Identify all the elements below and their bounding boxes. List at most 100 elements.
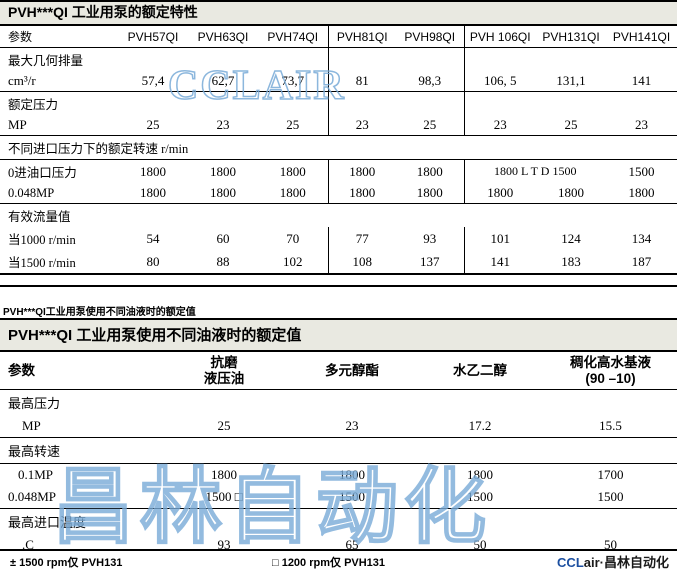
table-row: 0进油口压力 1800 1800 1800 1800 1800 1800 L T… <box>0 159 677 184</box>
row-unit-max-inlet-temp: .C <box>22 537 34 553</box>
cell-value: 1800 <box>463 183 536 205</box>
cell-value: 101 <box>463 227 536 251</box>
table-row: MP 25 23 25 23 25 23 25 23 <box>0 115 677 137</box>
cell-value: 25 <box>258 115 328 137</box>
cell-value: 54 <box>146 230 160 246</box>
bottom-table-title: PVH***QI 工业用泵使用不同油液时的额定值 <box>0 318 677 352</box>
row-label-inlet-0: 0进油口压力 <box>8 166 77 181</box>
cell-value: 73,7 <box>258 71 328 93</box>
row-label-max-pressure: 最高压力 <box>8 396 61 412</box>
top-table-title: PVH***QI 工业用泵的额定特性 <box>0 0 677 27</box>
cell-value: 65 <box>345 537 359 553</box>
row-label-01mp: 0.1MP <box>18 467 54 483</box>
table-row: 最高转速 <box>0 437 677 465</box>
header-model-7: PVH141QI <box>606 26 677 49</box>
cell-value: 23 <box>463 115 536 137</box>
cell-value: 1800 <box>327 159 396 184</box>
header-model-2: PVH74QI <box>258 26 328 49</box>
cell-value: 17.2 <box>416 415 544 439</box>
cell-value: 1800 <box>258 183 328 205</box>
footer-divider <box>0 549 677 551</box>
header-line1: 多元醇酯 <box>325 362 379 378</box>
row-label-inlet-0048: 0.048MP <box>0 183 118 205</box>
header-fluid-2: 水乙二醇 <box>416 352 544 391</box>
cell-value: 1800 <box>396 183 464 205</box>
ratings-table: 参数 PVH57QI PVH63QI PVH74QI PVH81QI PVH98… <box>0 26 677 276</box>
table-row: 0.048MP 1500 □ 1500 1500 1500 <box>0 486 677 510</box>
footnote-middle: □ 1200 rpm仅 PVH131 <box>272 557 386 569</box>
cell-value: 60 <box>216 230 230 246</box>
top-table-block: PVH***QI 工业用泵的额定特性 参数 PVH57QI PVH63QI PV… <box>0 0 677 276</box>
cell-value: 183 <box>536 250 606 276</box>
row-label-displacement: 最大几何排量 <box>8 54 84 69</box>
row-label-flow-1000: 当1000 r/min <box>8 233 76 248</box>
cell-value: 25 <box>160 415 288 439</box>
cell-value: 1800 <box>606 183 677 205</box>
row-unit-max-pressure: MP <box>0 415 160 439</box>
cell-value: 25 <box>536 115 606 137</box>
fluid-ratings-table: 参数 抗磨 液压油 多元醇酯 水乙二醇 稠化高水基液 (90 –10) 最高 <box>0 352 677 556</box>
cell-value: 81 <box>327 71 396 93</box>
cell-value: 80 <box>118 250 188 276</box>
table-row: 当1000 r/min 54 60 70 77 93 101 124 134 <box>0 227 677 251</box>
header-line2: (90 –10) <box>585 370 636 386</box>
cell-value: 25 <box>118 115 188 137</box>
table-row: 0.1MP 1800 1800 1800 1700 <box>0 464 677 487</box>
cell-value: 23 <box>188 115 258 137</box>
cell-value: 1500 <box>544 486 677 510</box>
table-row: 额定压力 <box>0 91 677 116</box>
cell-value: 77 <box>327 227 396 251</box>
cell-value: 1800 <box>536 183 606 205</box>
header-model-1: PVH63QI <box>188 26 258 49</box>
cell-value: 1700 <box>597 467 624 483</box>
mid-caption: PVH***QI工业用泵使用不同油液时的额定值 <box>3 307 196 318</box>
cell-value: 187 <box>606 250 677 276</box>
cell-value: 23 <box>606 115 677 137</box>
header-model-6: PVH131QI <box>536 26 606 49</box>
cell-value: 1800 L T D 1500 <box>463 159 606 184</box>
cell-value: 15.5 <box>544 415 677 439</box>
header-param: 参数 <box>0 352 160 391</box>
header-line2: 液压油 <box>203 370 245 386</box>
cell-value: 124 <box>561 230 581 246</box>
cell-value: 23 <box>288 415 416 439</box>
cell-value: 141 <box>463 250 536 276</box>
table-row: 当1500 r/min 80 88 102 108 137 141 183 18… <box>0 250 677 276</box>
cell-value: 1800 <box>416 163 443 179</box>
cell-value: 1500 □ <box>160 486 288 510</box>
cell-value: 62,7 <box>188 71 258 93</box>
table-row: 最大几何排量 <box>0 47 677 72</box>
cell-value: 1800 <box>327 183 396 205</box>
header-model-0: PVH57QI <box>118 26 188 49</box>
header-fluid-1: 多元醇酯 <box>288 352 416 391</box>
header-model-5: PVH 106QI <box>463 26 536 49</box>
table-row: 不同进口压力下的额定转速 r/min <box>0 135 677 161</box>
header-fluid-3: 稠化高水基液 (90 –10) <box>544 352 677 391</box>
cell-value: 1500 <box>628 163 655 179</box>
table-row: 有效流量值 <box>0 204 677 228</box>
cell-value: 134 <box>631 230 652 246</box>
table-row: 最高压力 <box>0 390 677 416</box>
header-line1: 抗磨 <box>210 355 238 370</box>
row-label-flow-1500: 当1500 r/min <box>0 250 118 276</box>
brand-logo: CCLair·昌林自动化 <box>557 552 669 571</box>
section-divider <box>0 285 677 287</box>
cell-value: 1800 <box>210 163 236 179</box>
cell-value: 50 <box>604 537 617 553</box>
row-label-flow-section: 有效流量值 <box>8 210 71 225</box>
table-row-header: 参数 抗磨 液压油 多元醇酯 水乙二醇 稠化高水基液 (90 –10) <box>0 352 677 391</box>
cell-value: 108 <box>327 250 396 276</box>
cell-value: 1800 <box>140 163 166 179</box>
row-label-speed-section: 不同进口压力下的额定转速 r/min <box>0 135 677 161</box>
cell-value: 23 <box>327 115 396 137</box>
table-row: .C 93 65 50 50 <box>0 534 677 556</box>
cell-value: 1800 <box>279 163 306 179</box>
bottom-table-block: PVH***QI 工业用泵使用不同油液时的额定值 参数 抗磨 液压油 多元醇酯 … <box>0 318 677 556</box>
cell-value: 25 <box>396 115 464 137</box>
cell-value: 102 <box>258 250 328 276</box>
cell-value: 1800 <box>118 183 188 205</box>
cell-value: 57,4 <box>118 71 188 93</box>
cell-value: 106, 5 <box>463 71 536 93</box>
cell-value: 93 <box>217 537 231 553</box>
cell-value: 1500 <box>416 486 544 510</box>
